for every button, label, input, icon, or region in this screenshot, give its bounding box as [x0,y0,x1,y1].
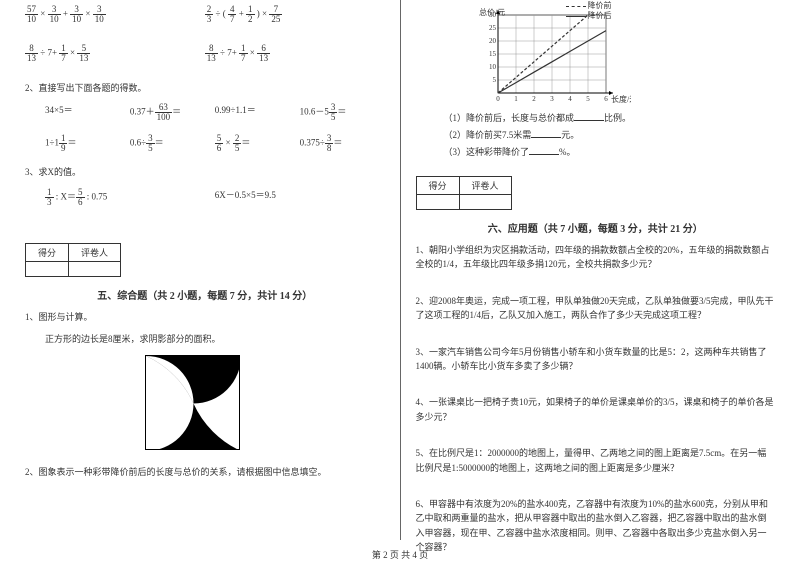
q2-item: 0.37＋63100＝ [130,103,215,122]
q3-item: 13 : X＝56 : 0.75 [45,188,215,207]
q2-item: 0.375÷38＝ [300,134,385,153]
svg-text:长度/米: 长度/米 [611,94,631,104]
legend-before: 降价前 [588,1,612,10]
svg-text:0: 0 [496,95,500,103]
grader-label: 评卷人 [69,243,121,261]
expr: 23 ÷ ( 47 + 12 ) × 725 [205,5,385,24]
q3-item: 6X－0.5×5＝9.5 [215,188,385,207]
expr: 5710 × 310 + 310 × 310 [25,5,205,24]
score-label: 得分 [26,243,69,261]
svg-text:15: 15 [489,50,497,58]
score-box: 得分 评卷人 [25,243,121,277]
chart-sub3: （3）这种彩带降价了%。 [416,145,776,158]
app-q3: 3、一家汽车销售公司今年5月份销售小轿车和小货车数量的比是5：2，这两种车共销售… [416,345,776,374]
q3-row: 13 : X＝56 : 0.75 6X－0.5×5＝9.5 [25,188,385,207]
chart-sub1: （1）降价前后，长度与总价都成比例。 [416,111,776,124]
q2-item: 34×5＝ [45,103,130,122]
q2-row: 1÷119＝ 0.6÷35＝ 56 × 25＝ 0.375÷38＝ [25,134,385,153]
score-box: 得分 评卷人 [416,176,512,210]
svg-text:6: 6 [604,95,608,103]
expression-row: 5710 × 310 + 310 × 310 23 ÷ ( 47 + 12 ) … [25,5,385,24]
svg-text:5: 5 [492,76,496,84]
app-q2: 2、迎2008年奥运，完成一项工程，甲队单独做20天完成，乙队单独做要3/5完成… [416,294,776,323]
shaded-figure [145,355,240,450]
q2-row: 34×5＝ 0.37＋63100＝ 0.99÷1.1＝ 10.6－535＝ [25,103,385,122]
app-q5: 5、在比例尺是1：2000000的地图上，量得甲、乙两地之间的图上距离是7.5c… [416,446,776,475]
q2-title: 2、直接写出下面各题的得数。 [25,81,385,95]
svg-text:25: 25 [489,24,497,32]
q2-item: 1÷119＝ [45,134,130,153]
q2-item: 10.6－535＝ [300,103,385,122]
app-q4: 4、一张课桌比一把椅子贵10元，如果椅子的单价是课桌单价的3/5，课桌和椅子的单… [416,395,776,424]
right-column: 降价前 降价后 [401,0,791,545]
section-6-title: 六、应用题（共 7 小题，每题 3 分，共计 21 分） [416,220,776,235]
legend-after: 降价后 [588,11,612,20]
chart-container: 降价前 降价后 [416,5,776,105]
app-q6: 6、甲容器中有浓度为20%的盐水400克，乙容器中有浓度为10%的盐水600克，… [416,497,776,555]
svg-text:5: 5 [586,95,590,103]
svg-text:2: 2 [532,95,536,103]
expr: 813 ÷ 7+ 17 × 613 [205,44,385,63]
q2-item: 0.99÷1.1＝ [215,103,300,122]
svg-text:20: 20 [489,37,497,45]
svg-text:4: 4 [568,95,572,103]
app-q1: 1、朝阳小学组织为灾区捐款活动，四年级的捐款数额占全校的20%，五年级的捐款数额… [416,243,776,272]
q2-item: 56 × 25＝ [215,134,300,153]
price-chart: 降价前 降价后 [476,5,631,105]
grader-label: 评卷人 [459,177,511,195]
svg-text:总价/元: 总价/元 [479,7,505,17]
s5-q1-sub: 正方形的边长是8厘米，求阴影部分的面积。 [25,332,385,346]
svg-text:10: 10 [489,63,497,71]
left-column: 5710 × 310 + 310 × 310 23 ÷ ( 47 + 12 ) … [10,0,400,545]
section-5-title: 五、综合题（共 2 小题，每题 7 分，共计 14 分） [25,287,385,302]
score-label: 得分 [416,177,459,195]
s5-q2: 2、图象表示一种彩带降价前后的长度与总价的关系，请根据图中信息填空。 [25,465,385,479]
chart-legend: 降价前 降价后 [566,1,612,22]
expression-row: 813 ÷ 7+ 17 × 513 813 ÷ 7+ 17 × 613 [25,44,385,63]
chart-sub2: （2）降价前买7.5米需元。 [416,128,776,141]
q2-item: 0.6÷35＝ [130,134,215,153]
svg-text:3: 3 [550,95,554,103]
expr: 813 ÷ 7+ 17 × 513 [25,44,205,63]
svg-text:1: 1 [514,95,518,103]
s5-q1: 1、图形与计算。 [25,310,385,324]
q3-title: 3、求X的值。 [25,165,385,179]
